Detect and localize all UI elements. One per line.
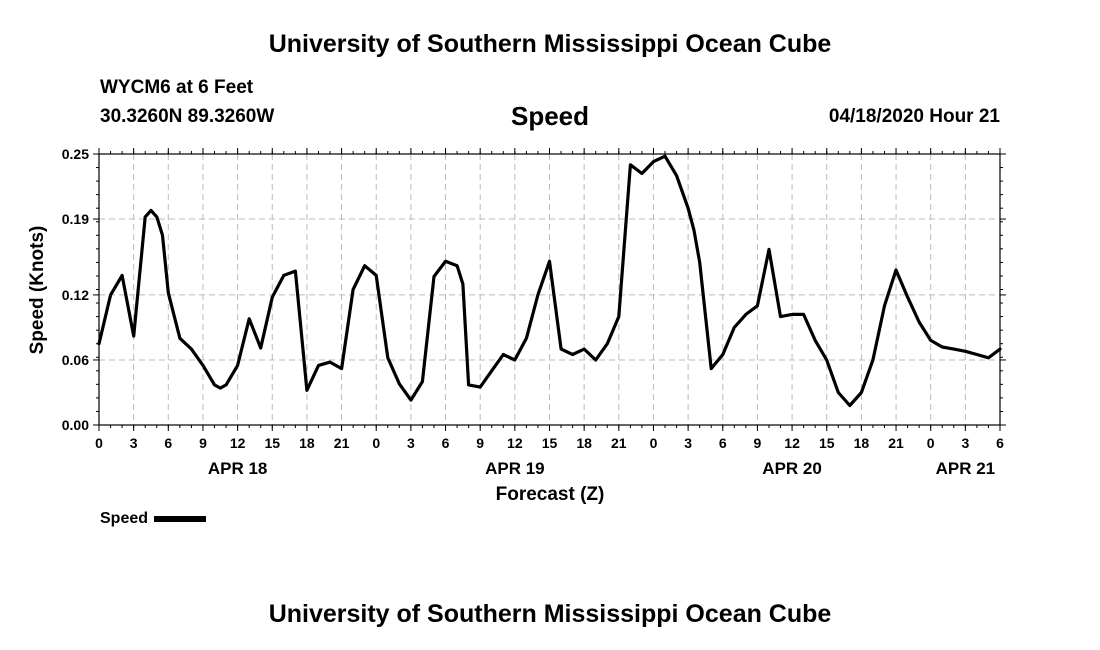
x-tick-label: 18 — [576, 435, 592, 451]
x-tick-label: 21 — [611, 435, 627, 451]
x-tick-label: 21 — [888, 435, 904, 451]
page-title-bottom: University of Southern Mississippi Ocean… — [268, 600, 832, 628]
y-tick-label: 0.12 — [62, 287, 89, 303]
x-tick-label: 12 — [230, 435, 246, 451]
series-line-speed — [97, 154, 1002, 408]
x-tick-label: 9 — [199, 435, 207, 451]
y-tick-label: 0.25 — [62, 146, 89, 162]
x-tick-label: 0 — [927, 435, 935, 451]
x-date-label: APR 18 — [208, 459, 268, 478]
legend: Speed — [100, 510, 207, 530]
x-tick-label: 18 — [854, 435, 870, 451]
series-layer — [97, 154, 1002, 408]
x-tick-label: 3 — [684, 435, 692, 451]
x-tick-label: 15 — [819, 435, 835, 451]
x-tick-label: 6 — [164, 435, 172, 451]
page-title-top: University of Southern Mississippi Ocean… — [268, 30, 832, 58]
x-tick-label: 0 — [650, 435, 658, 451]
axes: 0.00 0.06 0.12 0.19 0.25 0 3 6 9 12 15 18 21 0 3 6 9 12 15… — [62, 146, 1006, 478]
legend-line-swatch — [154, 516, 207, 522]
x-tick-label: 6 — [719, 435, 727, 451]
legend-label: Speed — [100, 510, 149, 527]
y-axis-label: Speed (Knots) — [27, 226, 48, 355]
x-date-label: APR 20 — [762, 459, 822, 478]
plot-frame — [98, 153, 1001, 426]
x-tick-label: 0 — [95, 435, 103, 451]
chart-title: Speed — [510, 101, 590, 131]
x-tick-label: 15 — [542, 435, 558, 451]
x-tick-label: 3 — [407, 435, 415, 451]
x-tick-label: 0 — [372, 435, 380, 451]
y-tick-label: 0.06 — [62, 352, 89, 368]
x-tick-label: 9 — [754, 435, 762, 451]
grid — [99, 154, 1000, 425]
y-tick-label: 0.19 — [62, 211, 89, 227]
x-tick-label: 9 — [476, 435, 484, 451]
coordinates-label: 30.3260N 89.3260W — [100, 106, 275, 127]
x-tick-label: 15 — [264, 435, 280, 451]
x-tick-label: 18 — [299, 435, 315, 451]
x-date-label: APR 21 — [936, 459, 996, 478]
x-tick-label: 3 — [130, 435, 138, 451]
x-date-label: APR 19 — [485, 459, 545, 478]
x-axis-label: Forecast (Z) — [496, 484, 605, 505]
x-tick-label: 6 — [442, 435, 450, 451]
datetime-label: 04/18/2020 Hour 21 — [828, 106, 1000, 127]
x-tick-label: 6 — [996, 435, 1004, 451]
x-tick-label: 12 — [784, 435, 800, 451]
y-tick-label: 0.00 — [62, 417, 89, 433]
x-tick-label: 21 — [334, 435, 350, 451]
x-tick-label: 3 — [961, 435, 969, 451]
x-tick-label: 12 — [507, 435, 523, 451]
station-label: WYCM6 at 6 Feet — [100, 77, 254, 98]
